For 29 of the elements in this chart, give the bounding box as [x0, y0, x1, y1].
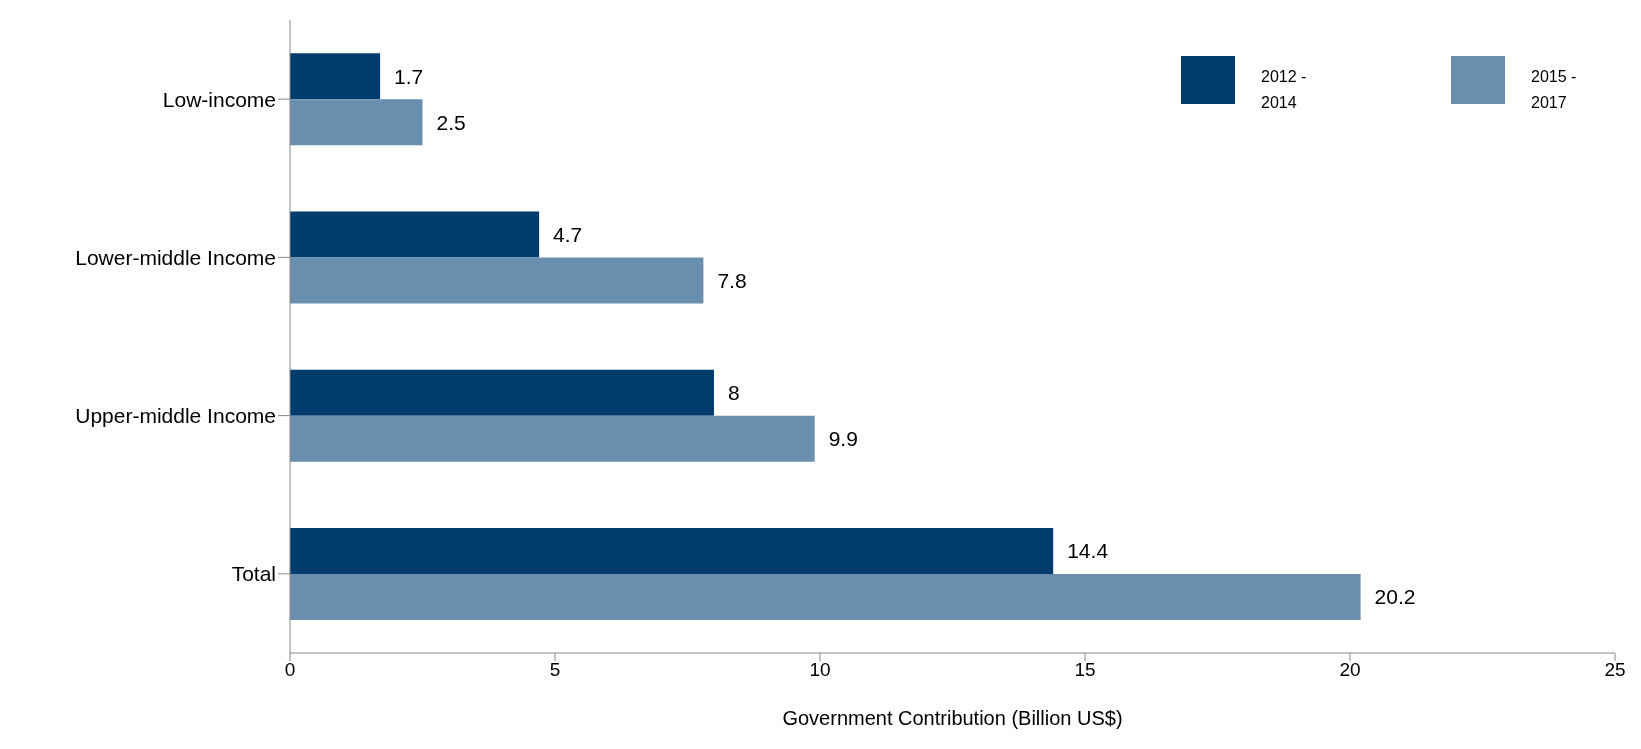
data-label: 9.9: [828, 427, 858, 451]
data-label: 2.5: [436, 110, 466, 134]
bar: [290, 257, 704, 304]
data-label: 20.2: [1374, 585, 1416, 609]
data-label: 1.7: [394, 64, 424, 88]
y-tick-label: Total: [231, 562, 276, 586]
x-tick-label: 10: [809, 659, 831, 681]
bar: [290, 369, 714, 416]
text: 2015 - 2017: [1531, 67, 1578, 113]
text: 2012 - 2014: [1261, 67, 1308, 113]
y-tick-label: Low-income: [162, 87, 276, 111]
y-tick-label: Lower-middle Income: [75, 245, 276, 269]
data-label: 7.8: [717, 268, 747, 292]
data-label: 14.4: [1067, 539, 1109, 563]
bar: [290, 53, 381, 100]
bar: [290, 99, 423, 146]
y-tick-label: Upper-middle Income: [75, 404, 276, 428]
data-label: 8: [728, 381, 740, 405]
x-axis-title: Government Contribution (Billion US$): [782, 707, 1123, 729]
x-tick-label: 0: [284, 659, 296, 681]
bar: [290, 527, 1054, 574]
x-tick-label: 25: [1604, 659, 1626, 681]
bar: [290, 415, 815, 462]
x-tick-label: 20: [1339, 659, 1361, 681]
data-label: 4.7: [553, 222, 583, 246]
bar: [290, 211, 540, 258]
x-tick-label: 15: [1074, 659, 1096, 681]
bar: [290, 573, 1361, 620]
x-tick-label: 5: [549, 659, 561, 681]
